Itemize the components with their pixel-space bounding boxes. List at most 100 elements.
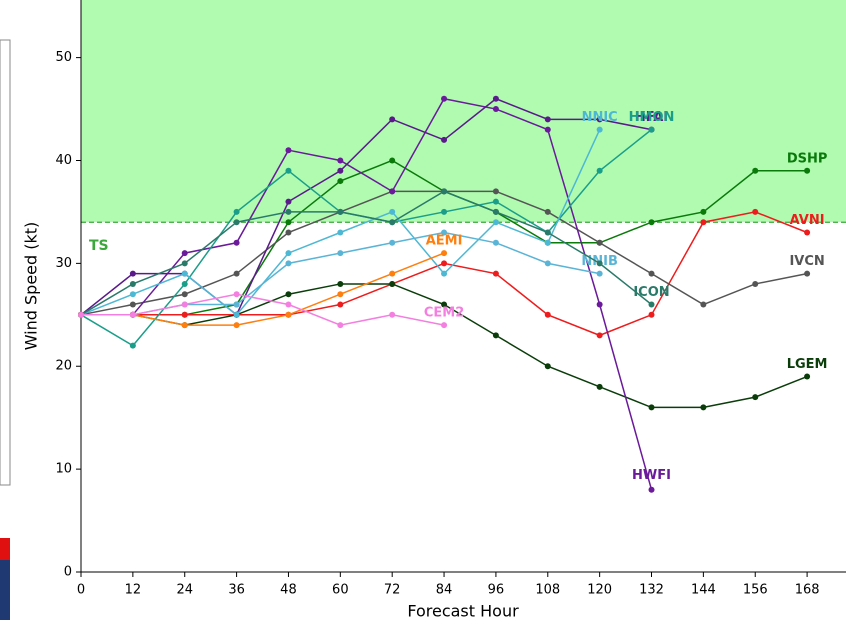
series-point [285, 250, 292, 257]
series-point [596, 126, 603, 133]
series-point [233, 219, 240, 226]
series-point [337, 167, 344, 174]
series-point [492, 270, 499, 277]
x-tick-label: 144 [691, 583, 716, 598]
series-label: ICON [633, 285, 669, 300]
series-label: NNIC [582, 110, 618, 125]
y-tick-label: 0 [64, 565, 72, 580]
series-point [181, 270, 188, 277]
series-label: AEMI [426, 234, 463, 249]
x-tick-label: 60 [332, 583, 349, 598]
series-point [752, 208, 759, 215]
series-point [337, 280, 344, 287]
series-point [596, 167, 603, 174]
series-point [544, 311, 551, 318]
series-point [389, 311, 396, 318]
series-point [389, 188, 396, 195]
series-point [544, 363, 551, 370]
series-point [648, 486, 655, 493]
series-line [81, 97, 653, 490]
series-point [544, 260, 551, 267]
series-point [389, 157, 396, 164]
series-point [129, 342, 136, 349]
series-point [596, 270, 603, 277]
series-point [181, 250, 188, 257]
series-point [596, 301, 603, 308]
series-point [285, 167, 292, 174]
y-tick-label: 40 [55, 153, 72, 168]
series-point [544, 239, 551, 246]
series-point [752, 167, 759, 174]
series-point [389, 270, 396, 277]
x-tick-label: 24 [176, 583, 193, 598]
y-tick-label: 50 [55, 50, 72, 65]
series-point [233, 208, 240, 215]
series-point [752, 280, 759, 287]
series-point [596, 260, 603, 267]
series-point [285, 301, 292, 308]
series-point [700, 404, 707, 411]
series-point [596, 332, 603, 339]
series-point [648, 301, 655, 308]
series-point [181, 301, 188, 308]
x-tick-label: 72 [384, 583, 401, 598]
x-tick-label: 132 [639, 583, 664, 598]
series-point [285, 147, 292, 154]
series-point [337, 291, 344, 298]
series-point [492, 106, 499, 113]
series-point [285, 311, 292, 318]
side-panel [0, 39, 11, 486]
series-label: LGEM [787, 357, 828, 372]
series-point [804, 167, 811, 174]
series-point [441, 136, 448, 143]
series-point [492, 239, 499, 246]
series-point [596, 116, 603, 123]
x-tick-label: 0 [77, 583, 85, 598]
threshold-zone [81, 0, 846, 223]
series-point [78, 311, 84, 318]
series-point [181, 291, 188, 298]
series-line [80, 190, 652, 316]
series-point [233, 322, 240, 329]
series-line [80, 97, 652, 316]
series-point [233, 270, 240, 277]
series-point [129, 291, 136, 298]
series-point [337, 178, 344, 185]
x-tick-label: 156 [743, 583, 768, 598]
series-point [648, 404, 655, 411]
series-point [129, 311, 136, 318]
series-label: HWFI [632, 468, 671, 483]
series-point [389, 219, 396, 226]
x-tick-label: 36 [228, 583, 245, 598]
series-point [181, 311, 188, 318]
series-point [233, 291, 240, 298]
series-point [804, 270, 811, 277]
series-point [181, 280, 188, 287]
side-flag-red [0, 538, 10, 560]
x-axis-label: Forecast Hour [407, 602, 519, 621]
series-point [544, 208, 551, 215]
series-point [337, 229, 344, 236]
series-point [648, 270, 655, 277]
series-point [129, 301, 136, 308]
series-point [285, 229, 292, 236]
series-point [804, 229, 811, 236]
series-point [492, 95, 499, 102]
series-point [337, 322, 344, 329]
series-point [700, 301, 707, 308]
series-point [492, 332, 499, 339]
series-point [441, 229, 448, 236]
series-point [596, 383, 603, 390]
series-point [804, 373, 811, 380]
series-label: CEM2 [424, 306, 464, 321]
series-point [285, 208, 292, 215]
series-point [492, 188, 499, 195]
series-point [129, 270, 136, 277]
series-point [285, 291, 292, 298]
y-axis-label: Wind Speed (kt) [22, 222, 41, 351]
series-point [648, 219, 655, 226]
series-point [389, 116, 396, 123]
series-point [233, 301, 240, 308]
series-label: IVCN [789, 254, 824, 269]
x-tick-label: 84 [436, 583, 453, 598]
